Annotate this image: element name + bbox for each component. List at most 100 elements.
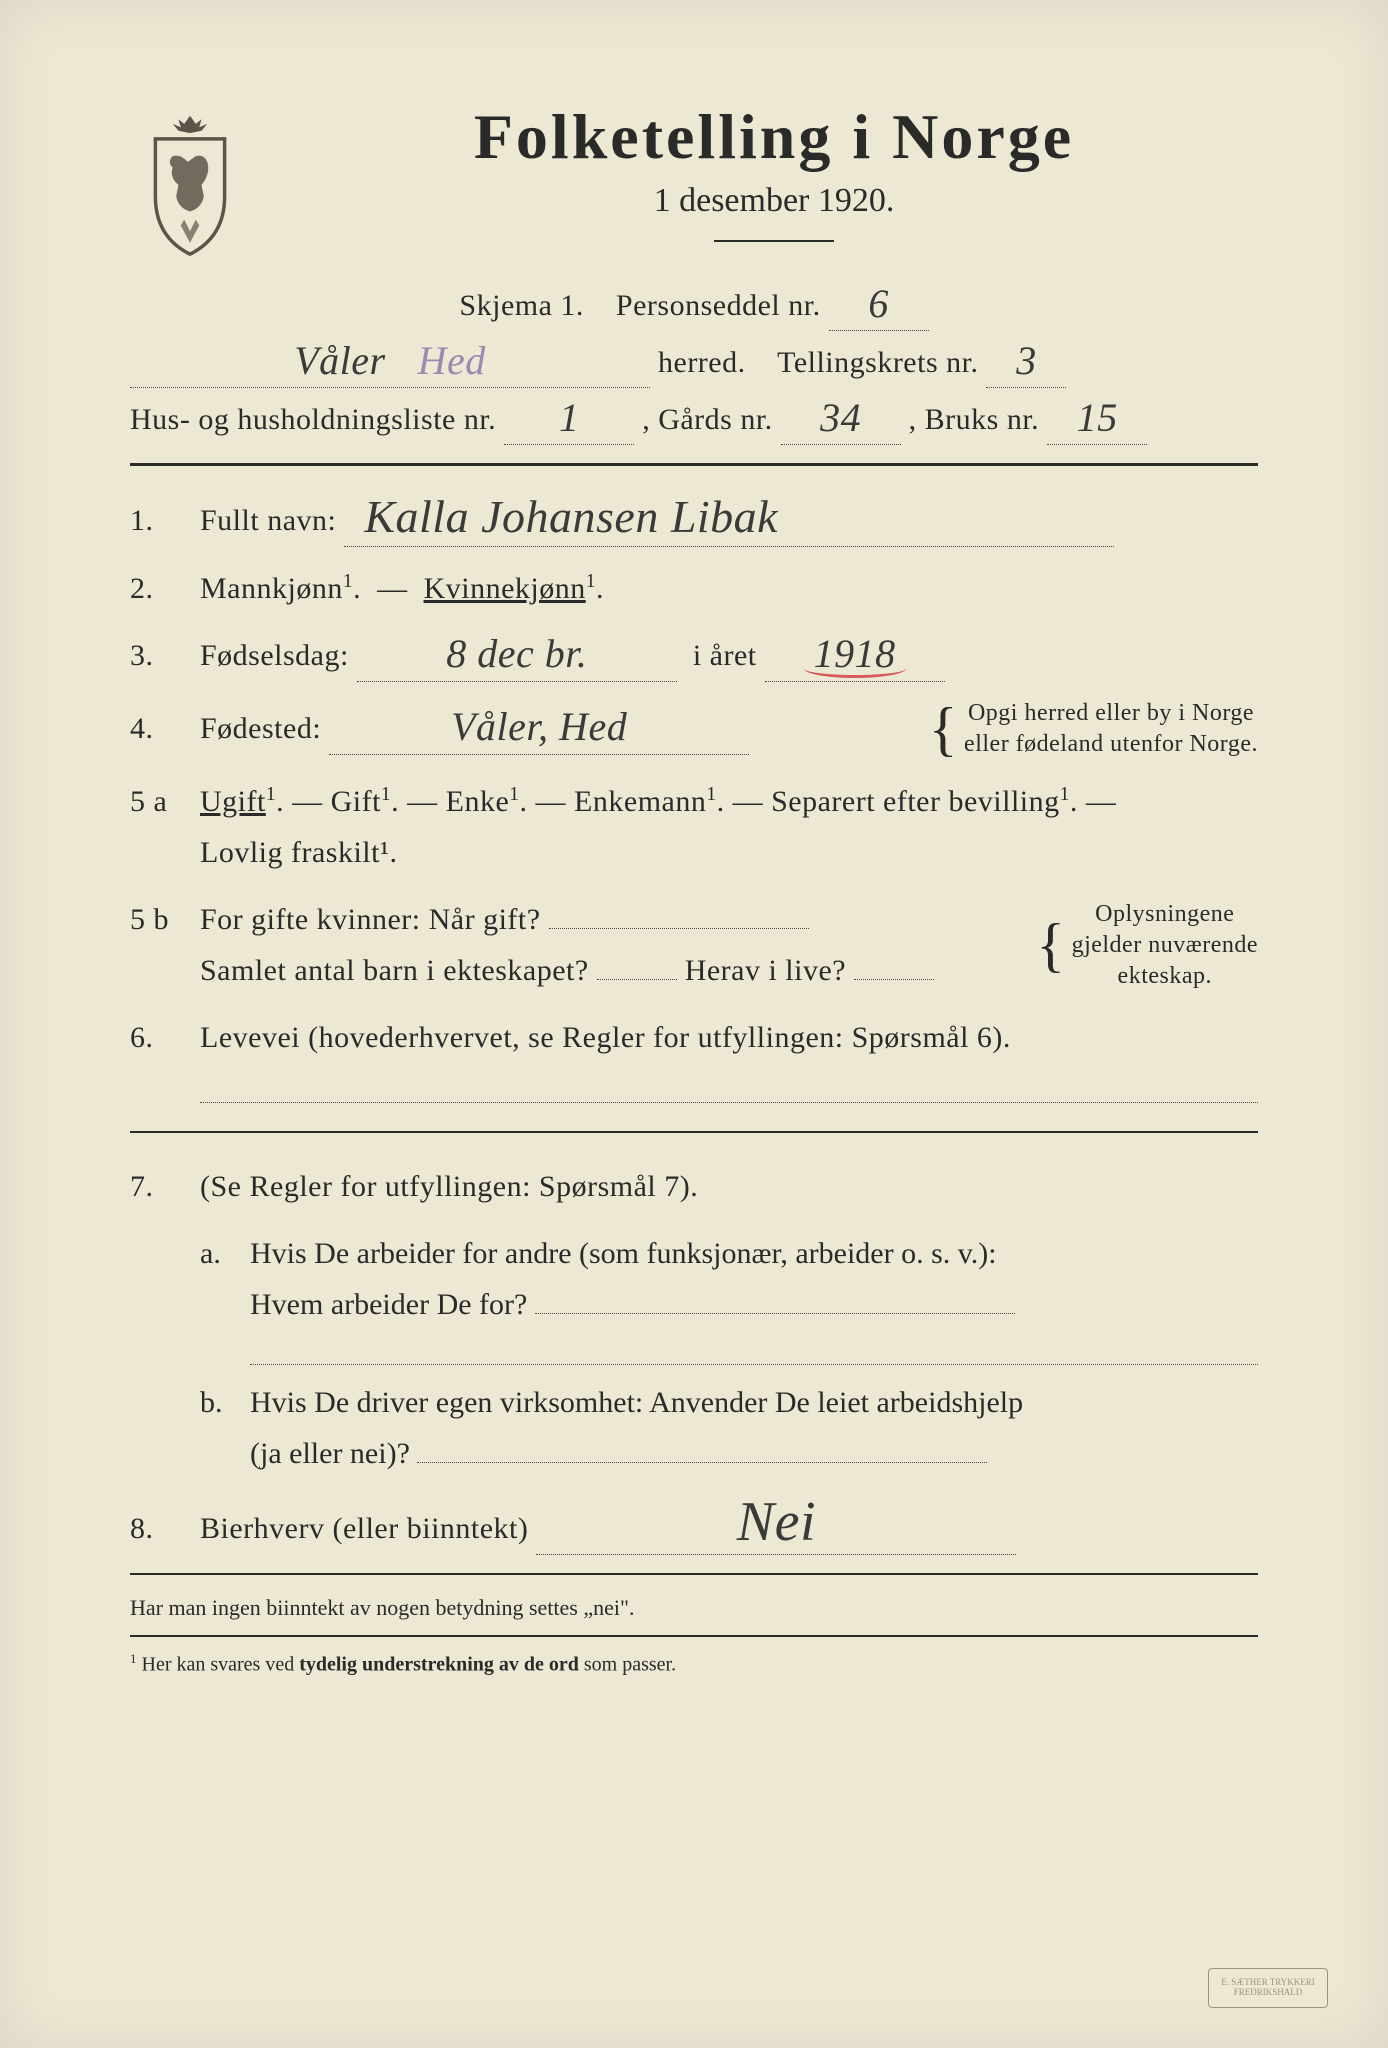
herred-value: Våler bbox=[294, 343, 385, 379]
brace-icon-2: { bbox=[1036, 921, 1065, 969]
q5b-label1: For gifte kvinner: Når gift? bbox=[200, 903, 541, 936]
personseddel-nr: 6 bbox=[868, 286, 889, 322]
page-title: Folketelling i Norge bbox=[290, 100, 1258, 174]
footer-note1: Har man ingen biinntekt av nogen betydni… bbox=[130, 1595, 1258, 1621]
bruks-field: 15 bbox=[1047, 396, 1147, 445]
q4-label: Fødested: bbox=[200, 712, 321, 745]
q6: 6. Levevei (hovederhvervet, se Regler fo… bbox=[130, 1012, 1258, 1063]
tellingskrets-label: Tellingskrets nr. bbox=[777, 346, 978, 379]
q5b-field2 bbox=[597, 979, 677, 980]
herred-label: herred. bbox=[658, 346, 746, 379]
q2-female: Kvinnekjønn bbox=[424, 572, 586, 605]
section-divider-4 bbox=[130, 1635, 1258, 1637]
printer-stamp: E. SÆTHER TRYKKERIFREDRIKSHALD bbox=[1208, 1968, 1328, 2008]
q5b-label3: Herav i live? bbox=[685, 954, 846, 987]
personseddel-nr-field: 6 bbox=[829, 282, 929, 331]
q5a-ugift: Ugift bbox=[200, 785, 266, 818]
q5a: 5 a Ugift1. — Gift1. — Enke1. — Enkemann… bbox=[130, 776, 1258, 878]
q4-num: 4. bbox=[130, 703, 200, 754]
q3-day: 8 dec br. bbox=[446, 636, 587, 672]
q4: 4. Fødested: Våler, Hed { Opgi herred el… bbox=[130, 698, 1258, 760]
q7b-text1: Hvis De driver egen virksomhet: Anvender… bbox=[250, 1386, 1023, 1419]
q4-note: { Opgi herred eller by i Norge eller fød… bbox=[929, 698, 1258, 760]
q5b-note3: ekteskap. bbox=[1118, 963, 1212, 989]
q5b: 5 b For gifte kvinner: Når gift? Samlet … bbox=[130, 894, 1258, 996]
q3-num: 3. bbox=[130, 630, 200, 681]
coat-of-arms-icon bbox=[130, 110, 250, 260]
q5b-note: { Oplysningene gjelder nuværende ekteska… bbox=[1036, 899, 1258, 993]
section-divider-2 bbox=[130, 1131, 1258, 1133]
q7-text: (Se Regler for utfyllingen: Spørsmål 7). bbox=[200, 1161, 1258, 1212]
q1-num: 1. bbox=[130, 495, 200, 546]
q2-male: Mannkjønn bbox=[200, 572, 343, 605]
q4-field: Våler, Hed bbox=[329, 703, 749, 755]
tellingskrets-nr: 3 bbox=[1016, 343, 1037, 379]
q5a-num: 5 a bbox=[130, 776, 200, 827]
q7a: a. Hvis De arbeider for andre (som funks… bbox=[200, 1228, 1258, 1330]
census-form-page: Folketelling i Norge 1 desember 1920. Sk… bbox=[0, 0, 1388, 2048]
q7b: b. Hvis De driver egen virksomhet: Anven… bbox=[200, 1377, 1258, 1479]
section-divider-1 bbox=[130, 463, 1258, 466]
husliste-line: Hus- og husholdningsliste nr. 1 , Gårds … bbox=[130, 396, 1258, 445]
q5b-label2: Samlet antal barn i ekteskapet? bbox=[200, 954, 589, 987]
q7b-field bbox=[417, 1462, 987, 1463]
q5b-field1 bbox=[549, 928, 809, 929]
q4-note1: Opgi herred eller by i Norge bbox=[968, 700, 1254, 726]
q3-day-field: 8 dec br. bbox=[357, 630, 677, 682]
gards-label: , Gårds nr. bbox=[642, 403, 772, 436]
q1-label: Fullt navn: bbox=[200, 504, 336, 537]
herred-value2: Hed bbox=[418, 343, 486, 379]
q6-text: Levevei (hovederhvervet, se Regler for u… bbox=[200, 1012, 1258, 1063]
q5b-note1: Oplysningene bbox=[1095, 901, 1234, 927]
q1-field: Kalla Johansen Libak bbox=[344, 494, 1114, 547]
q8-field: Nei bbox=[536, 1495, 1016, 1555]
q5b-field3 bbox=[854, 979, 934, 980]
q3-year-label: i året bbox=[693, 639, 757, 672]
q1-value: Kalla Johansen Libak bbox=[364, 496, 778, 537]
q2-num: 2. bbox=[130, 563, 200, 614]
q6-num: 6. bbox=[130, 1012, 200, 1063]
q5b-num: 5 b bbox=[130, 894, 200, 945]
q8-label: Bierhverv (eller biinntekt) bbox=[200, 1512, 528, 1545]
skjema-label: Skjema 1. bbox=[459, 289, 584, 322]
bruks-nr: 15 bbox=[1077, 400, 1118, 436]
q7: 7. (Se Regler for utfyllingen: Spørsmål … bbox=[130, 1161, 1258, 1212]
q3: 3. Fødselsdag: 8 dec br. i året 1918 bbox=[130, 630, 1258, 682]
q7a-letter: a. bbox=[200, 1228, 250, 1330]
bruks-label: , Bruks nr. bbox=[909, 403, 1040, 436]
q3-year: 1918 bbox=[814, 636, 896, 672]
q1: 1. Fullt navn: Kalla Johansen Libak bbox=[130, 494, 1258, 547]
footer-note2: 1 Her kan svares ved tydelig understrekn… bbox=[130, 1651, 1258, 1677]
q4-value: Våler, Hed bbox=[451, 709, 627, 745]
gards-field: 34 bbox=[781, 396, 901, 445]
q7a-text2: Hvem arbeider De for? bbox=[250, 1288, 527, 1321]
brace-icon: { bbox=[929, 705, 958, 753]
q5b-note2: gjelder nuværende bbox=[1072, 932, 1258, 958]
q5a-line2: Lovlig fraskilt¹. bbox=[200, 836, 397, 869]
q2: 2. Mannkjønn1. — Kvinnekjønn1. bbox=[130, 563, 1258, 614]
header: Folketelling i Norge 1 desember 1920. bbox=[130, 100, 1258, 272]
q7b-text2: (ja eller nei)? bbox=[250, 1437, 410, 1470]
title-divider bbox=[714, 240, 834, 242]
section-divider-3 bbox=[130, 1573, 1258, 1575]
q7a-blank-line bbox=[250, 1342, 1258, 1365]
q3-label: Fødselsdag: bbox=[200, 639, 349, 672]
skjema-line: Skjema 1. Personseddel nr. 6 bbox=[130, 282, 1258, 331]
q7-num: 7. bbox=[130, 1161, 200, 1212]
husliste-label: Hus- og husholdningsliste nr. bbox=[130, 403, 496, 436]
gards-nr: 34 bbox=[820, 400, 861, 436]
q8: 8. Bierhverv (eller biinntekt) Nei bbox=[130, 1495, 1258, 1555]
q7a-field bbox=[535, 1313, 1015, 1314]
q6-blank-line bbox=[200, 1079, 1258, 1102]
husliste-nr: 1 bbox=[559, 400, 580, 436]
q4-note2: eller fødeland utenfor Norge. bbox=[964, 731, 1258, 757]
herred-field: Våler Hed bbox=[130, 339, 650, 388]
husliste-field: 1 bbox=[504, 396, 634, 445]
herred-line: Våler Hed herred. Tellingskrets nr. 3 bbox=[130, 339, 1258, 388]
q3-year-field: 1918 bbox=[765, 630, 945, 682]
tellingskrets-field: 3 bbox=[986, 339, 1066, 388]
q7a-text1: Hvis De arbeider for andre (som funksjon… bbox=[250, 1237, 997, 1270]
q8-num: 8. bbox=[130, 1503, 200, 1554]
page-subtitle: 1 desember 1920. bbox=[290, 182, 1258, 220]
q8-value: Nei bbox=[737, 1497, 816, 1547]
